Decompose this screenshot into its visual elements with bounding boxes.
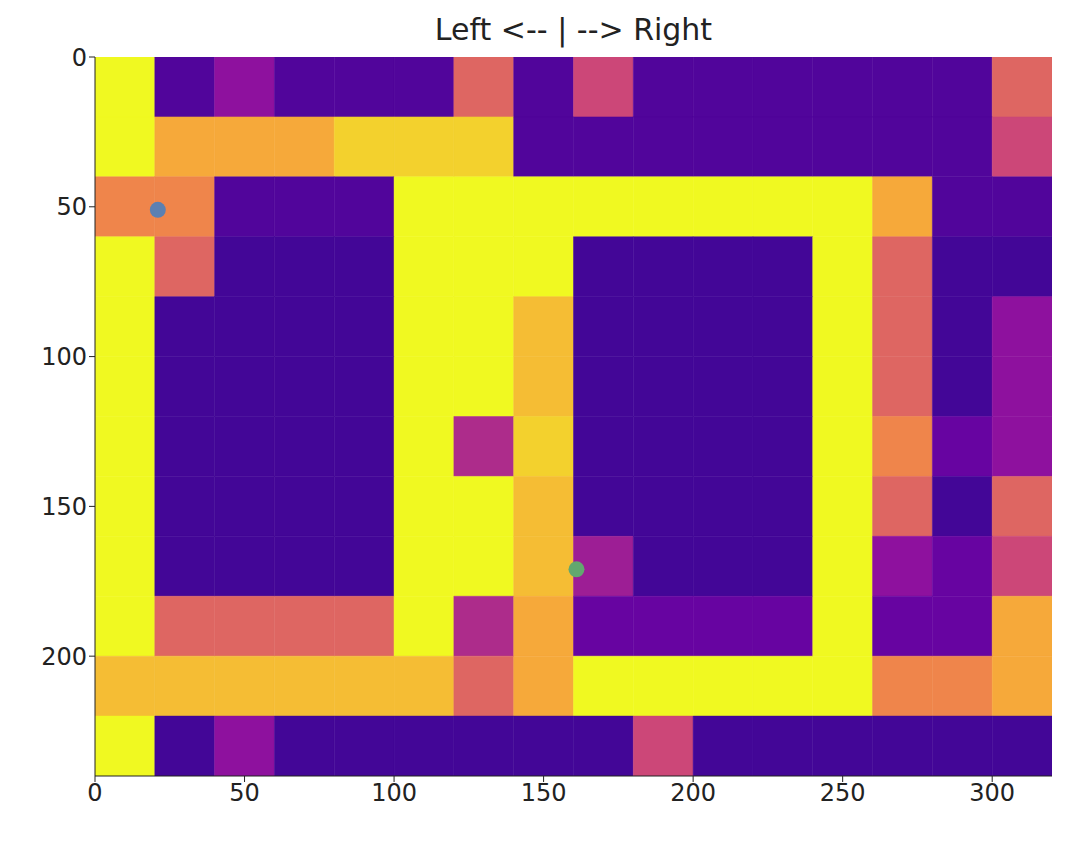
svg-text:0: 0 [87, 779, 102, 807]
svg-text:100: 100 [41, 343, 87, 371]
svg-text:0: 0 [72, 44, 87, 72]
svg-text:100: 100 [371, 779, 417, 807]
svg-text:200: 200 [41, 643, 87, 671]
html-text:Left <-- | --> Right: Left <-- | --> Right [434, 12, 713, 47]
svg-text:250: 250 [820, 779, 866, 807]
svg-text:50: 50 [229, 779, 260, 807]
svg-text:300: 300 [969, 779, 1015, 807]
svg-text:150: 150 [521, 779, 567, 807]
svg-text:200: 200 [670, 779, 716, 807]
svg-text:150: 150 [41, 493, 87, 521]
svg-text:50: 50 [56, 193, 87, 221]
